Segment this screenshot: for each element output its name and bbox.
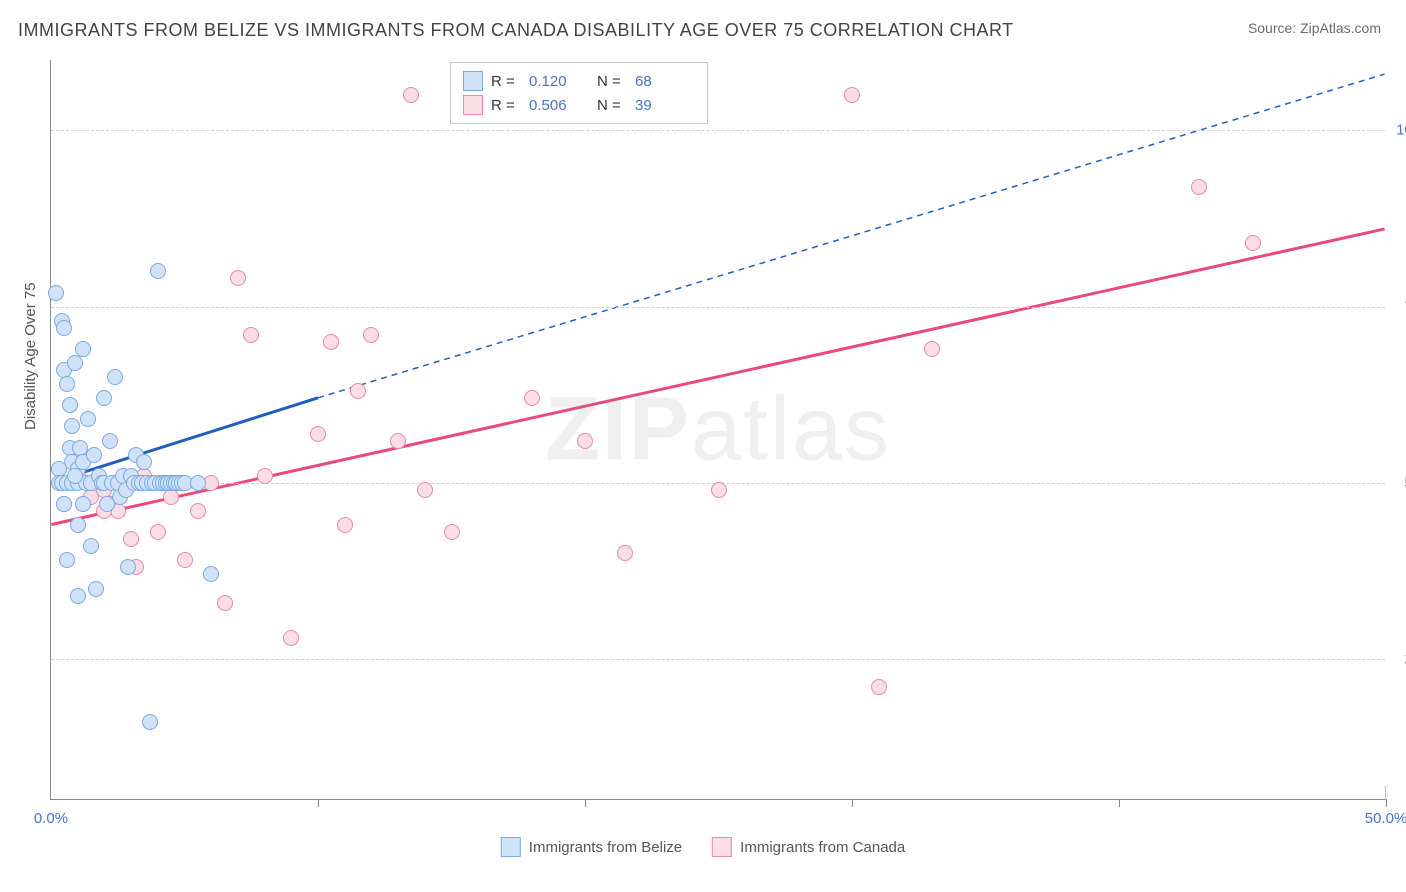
legend-series: Immigrants from Belize Immigrants from C… [501, 837, 905, 857]
data-point [444, 524, 460, 540]
data-point [163, 489, 179, 505]
data-point [56, 496, 72, 512]
data-point [56, 320, 72, 336]
x-tick [318, 799, 319, 807]
data-point [323, 334, 339, 350]
n-label: N = [597, 97, 627, 114]
legend-row-canada: R = 0.506 N = 39 [463, 93, 695, 117]
data-point [924, 341, 940, 357]
data-point [107, 369, 123, 385]
data-point [59, 376, 75, 392]
data-point [75, 496, 91, 512]
legend-stats: R = 0.120 N = 68 R = 0.506 N = 39 [450, 62, 708, 124]
x-tick-label: 0.0% [34, 810, 68, 827]
x-tick [852, 799, 853, 807]
x-tick [585, 799, 586, 807]
source-label: Source: ZipAtlas.com [1248, 20, 1381, 36]
data-point [350, 383, 366, 399]
data-point [363, 327, 379, 343]
legend-item-canada: Immigrants from Canada [712, 837, 905, 857]
data-point [75, 341, 91, 357]
y-tick-label: 100.0% [1396, 122, 1406, 139]
data-point [123, 531, 139, 547]
trend-lines-svg [51, 60, 1385, 799]
data-point [577, 433, 593, 449]
data-point [177, 552, 193, 568]
data-point [190, 503, 206, 519]
data-point [67, 355, 83, 371]
chart-plot-area: ZIPatlas 25.0%50.0%75.0%100.0%0.0%50.0% [50, 60, 1385, 800]
x-tick [1386, 799, 1387, 807]
chart-title: IMMIGRANTS FROM BELIZE VS IMMIGRANTS FRO… [18, 20, 1014, 41]
data-point [48, 285, 64, 301]
data-point [243, 327, 259, 343]
r-label: R = [491, 73, 521, 90]
data-point [230, 270, 246, 286]
legend-swatch-canada-2 [712, 837, 732, 857]
legend-swatch-belize-2 [501, 837, 521, 857]
data-point [62, 397, 78, 413]
n-value-belize: 68 [635, 73, 695, 90]
data-point [142, 714, 158, 730]
data-point [390, 433, 406, 449]
data-point [283, 630, 299, 646]
data-point [617, 545, 633, 561]
n-value-canada: 39 [635, 97, 695, 114]
legend-row-belize: R = 0.120 N = 68 [463, 69, 695, 93]
data-point [102, 433, 118, 449]
data-point [403, 87, 419, 103]
grid-line-h [51, 130, 1385, 131]
data-point [83, 538, 99, 554]
data-point [70, 517, 86, 533]
data-point [88, 581, 104, 597]
data-point [136, 454, 152, 470]
data-point [257, 468, 273, 484]
data-point [150, 263, 166, 279]
n-label: N = [597, 73, 627, 90]
watermark: ZIPatlas [545, 378, 891, 481]
data-point [1191, 179, 1207, 195]
data-point [59, 552, 75, 568]
data-point [524, 390, 540, 406]
legend-label-canada: Immigrants from Canada [740, 839, 905, 856]
data-point [150, 524, 166, 540]
data-point [417, 482, 433, 498]
data-point [844, 87, 860, 103]
data-point [337, 517, 353, 533]
r-value-belize: 0.120 [529, 73, 589, 90]
r-value-canada: 0.506 [529, 97, 589, 114]
legend-swatch-belize [463, 71, 483, 91]
r-label: R = [491, 97, 521, 114]
legend-swatch-canada [463, 95, 483, 115]
data-point [86, 447, 102, 463]
data-point [120, 559, 136, 575]
data-point [80, 411, 96, 427]
legend-item-belize: Immigrants from Belize [501, 837, 682, 857]
data-point [871, 679, 887, 695]
grid-line-h [51, 307, 1385, 308]
data-point [70, 588, 86, 604]
data-point [217, 595, 233, 611]
data-point [64, 418, 80, 434]
data-point [1245, 235, 1261, 251]
data-point [711, 482, 727, 498]
data-point [96, 390, 112, 406]
legend-label-belize: Immigrants from Belize [529, 839, 682, 856]
data-point [203, 566, 219, 582]
grid-line-h [51, 659, 1385, 660]
data-point [67, 468, 83, 484]
x-tick-label: 50.0% [1365, 810, 1406, 827]
x-tick [1119, 799, 1120, 807]
y-axis-title: Disability Age Over 75 [22, 282, 39, 430]
data-point [190, 475, 206, 491]
data-point [310, 426, 326, 442]
